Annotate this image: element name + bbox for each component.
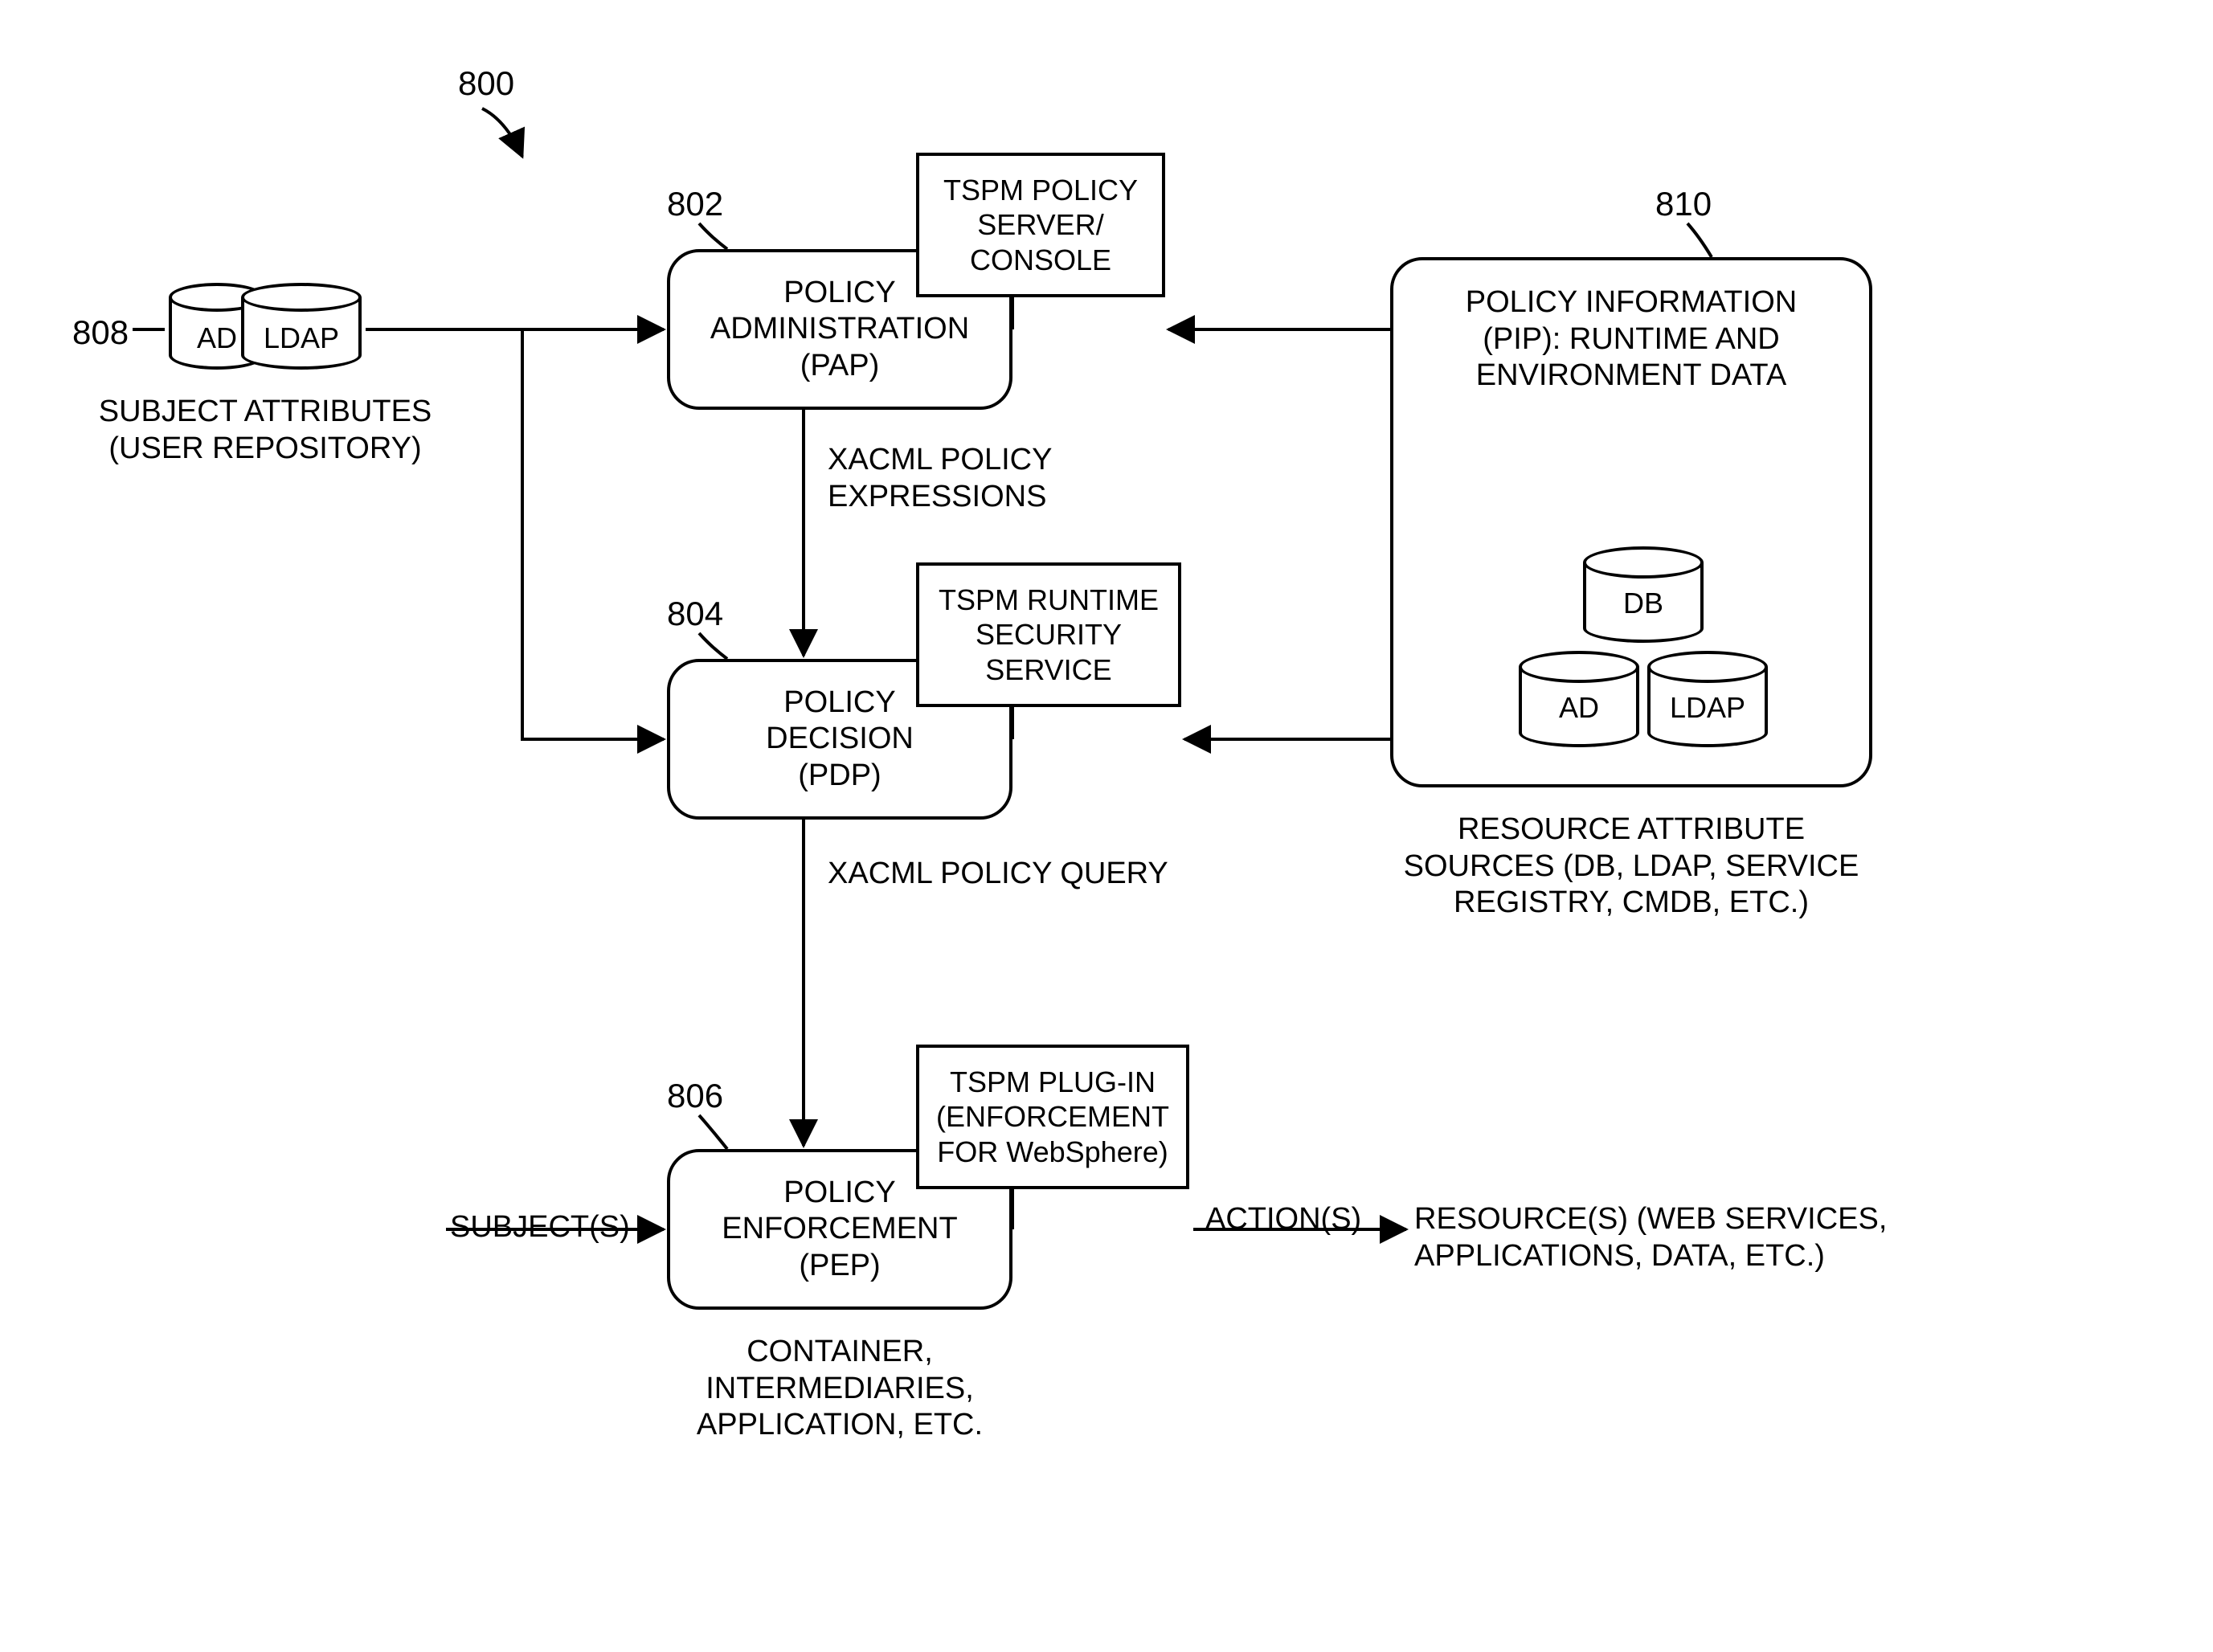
edge-pdp-pep-label: XACML POLICY QUERY xyxy=(828,856,1189,893)
pap-attach-box: TSPM POLICYSERVER/CONSOLE xyxy=(916,153,1165,297)
cylinder-ldap-label: LDAP xyxy=(261,321,342,355)
pip-below-label: RESOURCE ATTRIBUTESOURCES (DB, LDAP, SER… xyxy=(1382,812,1880,922)
subject-attrs-label: SUBJECT ATTRIBUTES(USER REPOSITORY) xyxy=(96,394,434,467)
pip-ldap-label: LDAP xyxy=(1655,691,1760,725)
pap-attach-text: TSPM POLICYSERVER/CONSOLE xyxy=(943,173,1138,277)
resources-label: RESOURCE(S) (WEB SERVICES,APPLICATIONS, … xyxy=(1414,1201,1896,1274)
pip-db-top xyxy=(1583,546,1704,579)
ref-pdp: 804 xyxy=(667,595,723,633)
edge-pap-pdp-label: XACML POLICY EXPRESSIONS xyxy=(828,442,1278,515)
edge-actions-label: ACTION(S) xyxy=(1205,1201,1382,1238)
pdp-title: POLICYDECISION(PDP) xyxy=(766,685,914,795)
pip-ad-label: AD xyxy=(1539,691,1619,725)
pip-ad-top xyxy=(1519,651,1639,683)
cylinder-ad-label: AD xyxy=(185,321,249,355)
edge-subjects-label: SUBJECT(S) xyxy=(450,1209,651,1246)
pep-attach-box: TSPM PLUG-IN(ENFORCEMENTFOR WebSphere) xyxy=(916,1045,1189,1189)
ref-subject-attrs: 808 xyxy=(72,313,129,352)
ref-main: 800 xyxy=(458,64,514,103)
pip-title: POLICY INFORMATION(PIP): RUNTIME ANDENVI… xyxy=(1466,284,1797,395)
pdp-attach-box: TSPM RUNTIMESECURITYSERVICE xyxy=(916,562,1181,707)
ref-pap: 802 xyxy=(667,185,723,223)
ref-pep: 806 xyxy=(667,1077,723,1115)
pep-below-label: CONTAINER,INTERMEDIARIES,APPLICATION, ET… xyxy=(651,1334,1029,1444)
pip-ldap-top xyxy=(1647,651,1768,683)
pep-attach-text: TSPM PLUG-IN(ENFORCEMENTFOR WebSphere) xyxy=(936,1065,1169,1169)
pdp-attach-text: TSPM RUNTIMESECURITYSERVICE xyxy=(939,583,1159,687)
pep-title: POLICYENFORCEMENT(PEP) xyxy=(722,1175,957,1285)
ref-pip: 810 xyxy=(1655,185,1712,223)
pip-db-label: DB xyxy=(1603,587,1683,620)
cylinder-ldap-top xyxy=(241,283,362,312)
